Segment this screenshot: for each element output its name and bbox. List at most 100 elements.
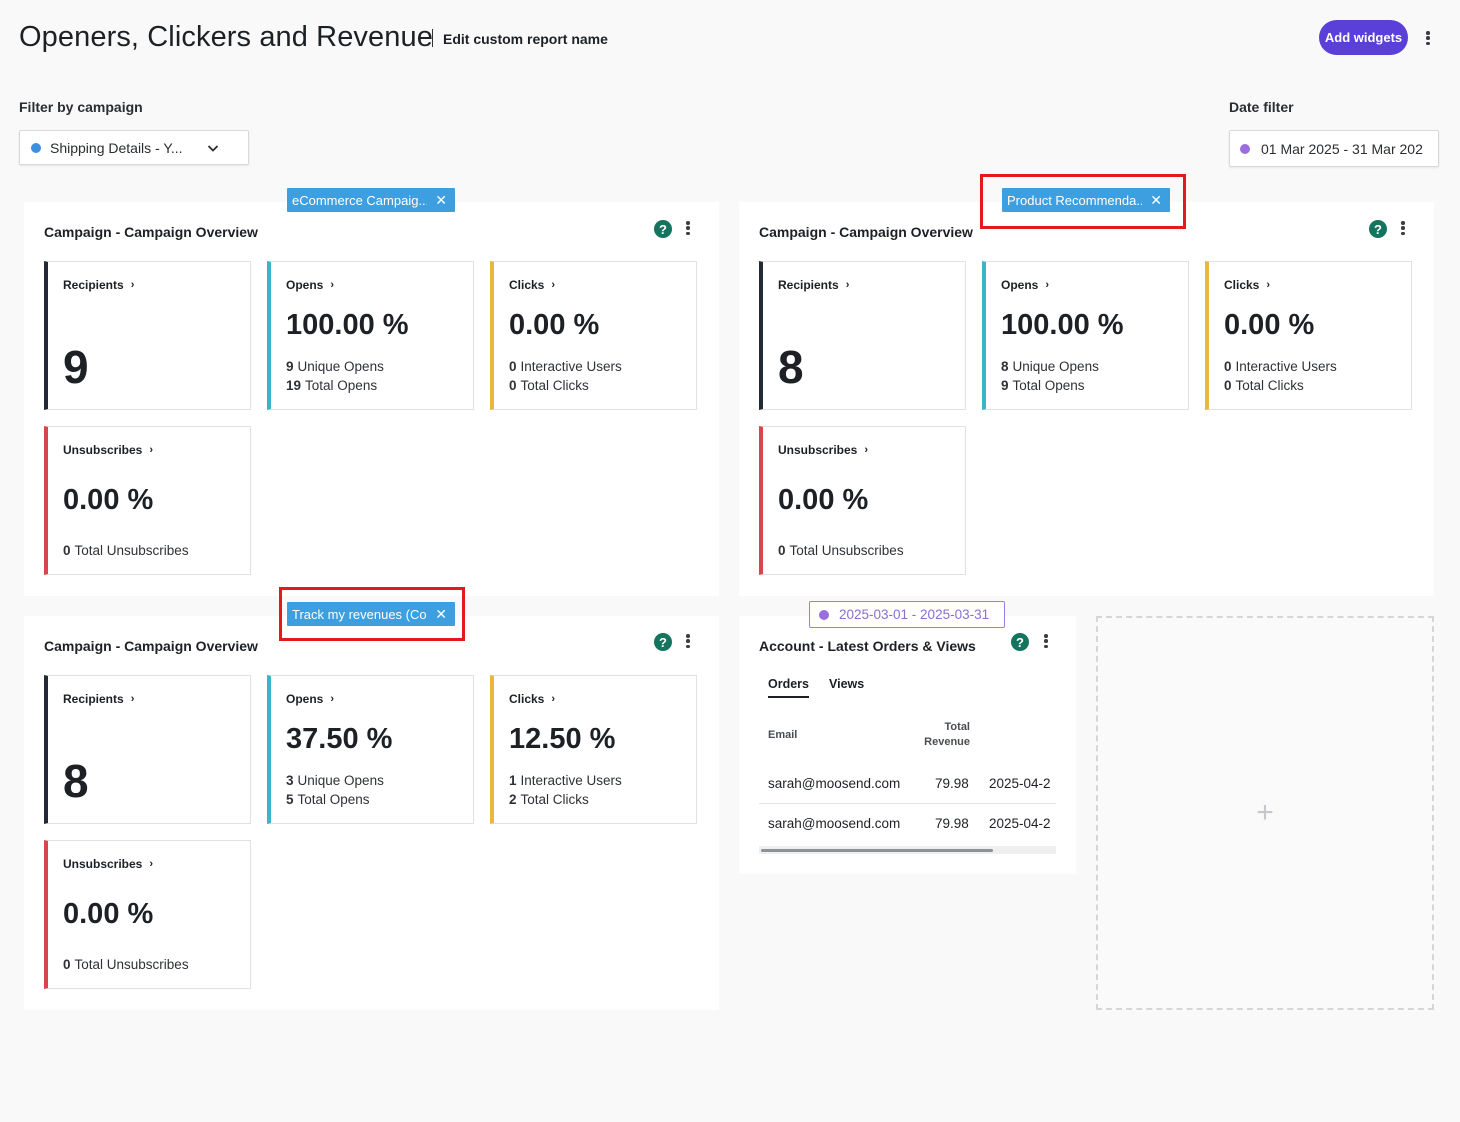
chevron-right-icon: › [864, 444, 869, 456]
orders-views-tabs: Orders Views [768, 677, 864, 698]
add-widget-slot[interactable]: + [1096, 616, 1434, 1010]
unsubscribes-link[interactable]: Unsubscribes › [63, 443, 154, 457]
unique-opens: 9 Unique Opens [286, 359, 384, 374]
order-date: 2025-04-2 [989, 816, 1051, 831]
horizontal-scrollbar[interactable] [759, 846, 1056, 854]
total-clicks: 0 Total Clicks [509, 378, 589, 393]
tab-orders[interactable]: Orders [768, 677, 809, 698]
clicks-link[interactable]: Clicks › [509, 278, 556, 292]
chevron-right-icon: › [330, 693, 335, 705]
recipients-card[interactable]: Recipients › 8 [44, 675, 251, 824]
chevron-right-icon: › [130, 279, 135, 291]
chevron-right-icon: › [551, 279, 556, 291]
scrollbar-thumb[interactable] [761, 849, 993, 852]
order-email: sarah@moosend.com [768, 816, 901, 831]
widget-more-options-icon[interactable] [683, 221, 693, 235]
date-range-badge: 2025-03-01 - 2025-03-31 [809, 601, 1005, 628]
chevron-down-icon [207, 144, 219, 152]
campaign-color-dot [31, 142, 41, 153]
tab-views[interactable]: Views [829, 677, 865, 691]
opens-card[interactable]: Opens › 100.00 % 9 Unique Opens 19 Total Op… [267, 261, 474, 410]
help-icon[interactable]: ? [1369, 220, 1387, 238]
recipients-value: 9 [63, 341, 89, 393]
add-widgets-button[interactable]: Add widgets [1319, 20, 1408, 55]
chevron-right-icon: › [149, 858, 154, 870]
recipients-link[interactable]: Recipients › [63, 692, 135, 706]
recipients-value: 8 [778, 341, 804, 393]
chevron-right-icon: › [1045, 279, 1050, 291]
opens-card[interactable]: Opens › 100.00 % 8 Unique Opens 9 Total Ope… [982, 261, 1189, 410]
plus-icon: + [1256, 796, 1274, 829]
clicks-rate: 0.00 % [509, 309, 600, 341]
interactive-users: 0 Interactive Users [1224, 359, 1337, 374]
clicks-link[interactable]: Clicks › [509, 692, 556, 706]
campaign-tag[interactable]: Track my revenues (Co... ✕ [287, 602, 455, 626]
recipients-card[interactable]: Recipients › 8 [759, 261, 966, 410]
widget-title: Campaign - Campaign Overview [44, 638, 258, 654]
widget-title: Campaign - Campaign Overview [44, 224, 258, 240]
edit-report-name-link[interactable]: Edit custom report name [443, 31, 608, 47]
clicks-card[interactable]: Clicks › 12.50 % 1 Interactive Users 2 Tota… [490, 675, 697, 824]
campaign-tag-label: eCommerce Campaig... [292, 192, 428, 208]
widget-title: Campaign - Campaign Overview [759, 224, 973, 240]
chevron-right-icon: › [1266, 279, 1271, 291]
close-icon[interactable]: ✕ [435, 191, 447, 208]
help-icon[interactable]: ? [654, 220, 672, 238]
widget-more-options-icon[interactable] [1398, 221, 1408, 235]
order-revenue: 79.98 [935, 816, 969, 831]
latest-orders-widget: Account - Latest Orders & Views ? Orders… [739, 616, 1076, 874]
opens-rate: 37.50 % [286, 723, 393, 755]
unsubscribes-card[interactable]: Unsubscribes › 0.00 % 0 Total Unsubscribes [44, 426, 251, 575]
help-icon[interactable]: ? [1011, 633, 1029, 651]
unsubscribes-link[interactable]: Unsubscribes › [63, 857, 154, 871]
orders-table: Email Total Revenue sarah@moosend.com 79.… [759, 712, 1056, 854]
close-icon[interactable]: ✕ [435, 605, 447, 622]
recipients-link[interactable]: Recipients › [63, 278, 135, 292]
table-row[interactable]: sarah@moosend.com 79.98 2025-04-2 [759, 804, 1056, 844]
order-date: 2025-04-2 [989, 776, 1051, 791]
recipients-card[interactable]: Recipients › 9 [44, 261, 251, 410]
date-filter-value: 01 Mar 2025 - 31 Mar 202 [1261, 140, 1423, 157]
total-opens: 19 Total Opens [286, 378, 378, 393]
unsubscribes-rate: 0.00 % [778, 484, 869, 516]
campaign-filter-select[interactable]: Shipping Details - Y... [19, 130, 249, 165]
campaign-tag[interactable]: Product Recommenda... ✕ [1002, 188, 1170, 212]
opens-card[interactable]: Opens › 37.50 % 3 Unique Opens 5 Total Open… [267, 675, 474, 824]
chevron-right-icon: › [149, 444, 154, 456]
close-icon[interactable]: ✕ [1150, 191, 1162, 208]
campaign-filter-label: Filter by campaign [19, 99, 143, 115]
unique-opens: 8 Unique Opens [1001, 359, 1099, 374]
widget-more-options-icon[interactable] [683, 634, 693, 648]
opens-link[interactable]: Opens › [286, 278, 335, 292]
clicks-link[interactable]: Clicks › [1224, 278, 1271, 292]
widget-more-options-icon[interactable] [1041, 634, 1051, 648]
interactive-users: 0 Interactive Users [509, 359, 622, 374]
clicks-rate: 12.50 % [509, 723, 616, 755]
unsubscribes-card[interactable]: Unsubscribes › 0.00 % 0 Total Unsubscribes [759, 426, 966, 575]
recipients-link[interactable]: Recipients › [778, 278, 850, 292]
total-unsubscribes: 0 Total Unsubscribes [63, 957, 189, 972]
clicks-card[interactable]: Clicks › 0.00 % 0 Interactive Users 0 Total… [490, 261, 697, 410]
highlight-box [279, 587, 465, 641]
campaign-tag[interactable]: eCommerce Campaig... ✕ [287, 188, 455, 212]
campaign-overview-widget: Campaign - Campaign Overview ? Recipient… [24, 616, 719, 1010]
date-filter-select[interactable]: 01 Mar 2025 - 31 Mar 202 [1229, 130, 1439, 167]
total-unsubscribes: 0 Total Unsubscribes [778, 543, 904, 558]
date-color-dot [819, 609, 829, 620]
clicks-card[interactable]: Clicks › 0.00 % 0 Interactive Users 0 Total… [1205, 261, 1412, 410]
table-row[interactable]: sarah@moosend.com 79.98 2025-04-2 [759, 764, 1056, 804]
unsubscribes-card[interactable]: Unsubscribes › 0.00 % 0 Total Unsubscribes [44, 840, 251, 989]
opens-link[interactable]: Opens › [1001, 278, 1050, 292]
page-more-options-icon[interactable] [1423, 31, 1433, 45]
chevron-right-icon: › [130, 693, 135, 705]
page-title: Openers, Clickers and Revenue [19, 21, 433, 53]
opens-link[interactable]: Opens › [286, 692, 335, 706]
unsubscribes-link[interactable]: Unsubscribes › [778, 443, 869, 457]
total-opens: 5 Total Opens [286, 792, 370, 807]
help-icon[interactable]: ? [654, 633, 672, 651]
interactive-users: 1 Interactive Users [509, 773, 622, 788]
opens-rate: 100.00 % [1001, 309, 1124, 341]
column-header-total-revenue: Total Revenue [924, 721, 970, 748]
column-header-email: Email [768, 729, 798, 741]
campaign-tag-label: Product Recommenda... [1007, 192, 1143, 208]
